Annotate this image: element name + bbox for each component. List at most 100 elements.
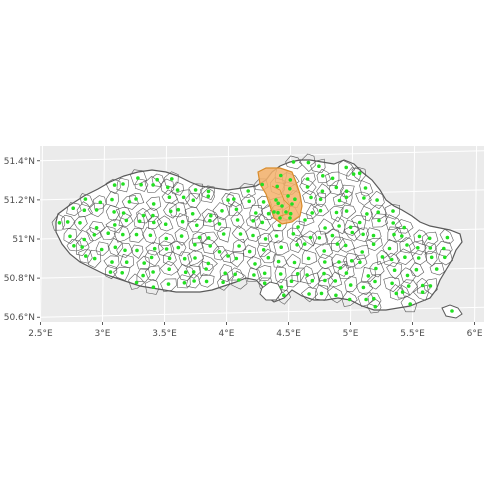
centroid-point (360, 250, 365, 254)
centroid-point (282, 293, 286, 298)
municipality-boundary (187, 218, 205, 233)
centroid-point (263, 237, 268, 241)
centroid-point (348, 225, 353, 230)
centroid-point (334, 210, 339, 215)
municipality-boundaries (51, 153, 463, 319)
municipality-boundary (129, 192, 145, 205)
centroid-point (377, 218, 381, 223)
municipality-boundary (86, 227, 102, 241)
municipality-boundary (216, 226, 231, 243)
centroid-point (136, 176, 140, 180)
centroid-point (166, 185, 170, 190)
municipality-boundary (332, 193, 348, 207)
centroid-point (278, 216, 282, 220)
centroid-point (152, 220, 156, 225)
municipality-boundary (128, 273, 145, 290)
municipality-boundary (289, 236, 304, 254)
municipality-boundary (232, 238, 247, 252)
municipality-boundary (219, 264, 234, 283)
centroid-point (206, 236, 211, 240)
municipality-boundary (314, 192, 327, 208)
municipality-boundary (130, 169, 148, 186)
centroid-point (309, 195, 313, 200)
centroid-point (296, 225, 300, 229)
centroid-point (206, 189, 211, 194)
meridian-line-7 (474, 145, 478, 323)
centroid-point (343, 243, 348, 248)
centroid-point (121, 211, 126, 215)
centroid-point (434, 267, 439, 271)
municipality-boundary (159, 260, 179, 276)
municipality-boundary (357, 292, 375, 307)
centroid-point (279, 173, 283, 178)
municipality-boundary (174, 228, 190, 246)
municipality-boundary (160, 278, 177, 293)
municipality-boundary (116, 242, 134, 258)
municipality-boundary (201, 237, 220, 255)
municipality-boundary (136, 207, 153, 224)
centroid-point (191, 270, 196, 274)
centroid-point (338, 266, 343, 270)
municipality-boundary (394, 219, 414, 234)
centroid-point (323, 226, 327, 230)
centroid-point (288, 187, 292, 191)
centroid-point (361, 232, 365, 237)
centroid-point (164, 247, 169, 251)
municipality-boundary (353, 254, 368, 269)
centroid-point (400, 290, 405, 294)
municipality-boundary (337, 264, 355, 280)
centroid-point (333, 279, 338, 283)
centroid-point (391, 221, 396, 225)
municipality-boundary (408, 240, 427, 256)
centroid-point (405, 243, 409, 247)
centroid-point (391, 209, 395, 213)
municipality-boundary (318, 218, 335, 235)
centroid-point (98, 200, 103, 205)
centroid-point (295, 243, 299, 247)
municipality-boundary (310, 158, 326, 174)
centroid-point (82, 237, 87, 242)
centroid-point (351, 172, 356, 176)
municipality-boundary (76, 201, 93, 218)
municipality-boundary (103, 255, 120, 270)
municipality-boundary (118, 212, 134, 227)
municipality-boundary (339, 184, 355, 198)
centroid-point (204, 279, 209, 284)
centroid-point (307, 292, 311, 296)
centroid-point (237, 278, 241, 282)
centroid-point (123, 248, 127, 253)
centroid-point (334, 293, 338, 298)
centroid-point (335, 242, 340, 246)
centroid-points (57, 160, 454, 313)
centroid-point (193, 256, 197, 260)
municipality-boundary (285, 275, 299, 288)
centroid-point (208, 244, 212, 248)
municipality-boundary (188, 183, 203, 200)
municipality-boundary (429, 263, 445, 276)
municipality-boundary (305, 272, 321, 289)
centroid-point (208, 218, 212, 223)
centroid-point (291, 160, 296, 164)
municipality-boundary (367, 292, 382, 308)
centroid-point (220, 209, 224, 213)
centroid-point (71, 206, 75, 210)
municipality-boundary (121, 195, 139, 210)
municipality-boundary (249, 204, 263, 221)
municipality-boundary (158, 232, 176, 247)
centroid-point (317, 164, 321, 168)
x-tick-label-6: 5.5°E (400, 329, 425, 339)
municipality-boundary (301, 172, 316, 187)
centroid-point (373, 279, 377, 284)
municipality-boundary (201, 187, 215, 203)
centroid-point (305, 273, 309, 277)
municipality-boundary (156, 215, 174, 232)
centroid-point (148, 233, 153, 238)
municipality-boundary (148, 215, 163, 230)
centroid-point (151, 183, 155, 187)
centroid-point (363, 186, 368, 190)
municipality-boundary (198, 273, 215, 288)
centroid-point (337, 198, 342, 203)
municipality-boundary (351, 215, 367, 231)
centroid-point (176, 245, 181, 250)
municipality-boundary (256, 242, 272, 257)
